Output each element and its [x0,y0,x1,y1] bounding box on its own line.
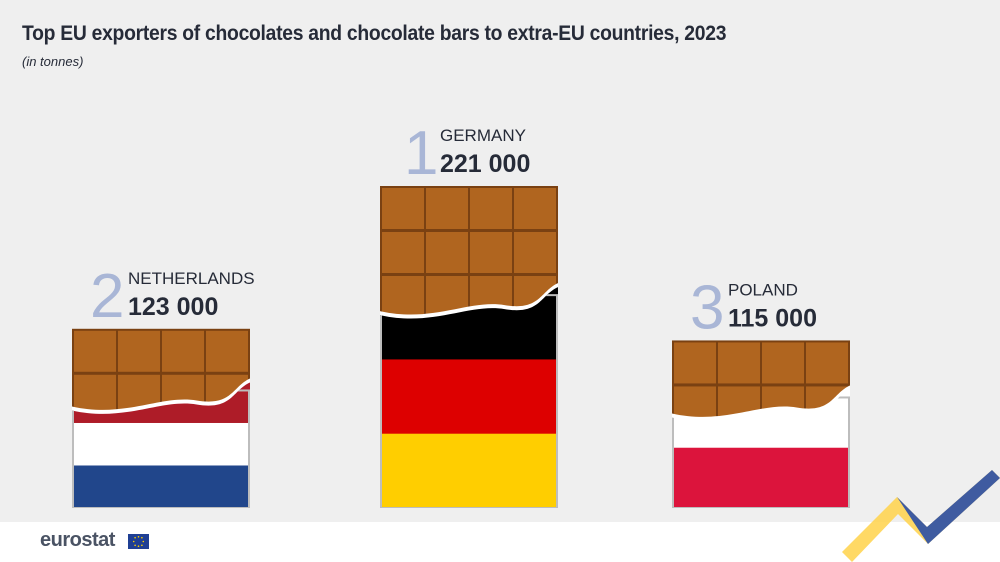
chocolate-square [426,188,468,229]
value-label: 115 000 [728,304,817,332]
flag-wrapper-germany [380,287,558,508]
chocolate-square [806,342,848,384]
chocolate-square [674,342,716,384]
country-label: GERMANY [440,126,526,145]
chocolate-square [118,330,160,372]
chart-title: Top EU exporters of chocolates and choco… [22,22,727,45]
flag-stripe [380,359,558,435]
value-label: 123 000 [128,293,218,321]
flag-stripe [672,447,850,508]
chocolate-square [382,232,424,273]
eurostat-logo: eurostat [40,529,115,551]
chocolate-square [426,232,468,273]
flag-stripe [380,433,558,508]
chocolate-square [514,188,556,229]
rank-number: 2 [90,262,124,331]
chocolate-square [762,342,804,384]
chocolate-square [206,330,248,372]
chocolate-square [162,330,204,372]
chart-subtitle: (in tonnes) [22,54,84,69]
chocolate-square [470,188,512,229]
chocolate-square [718,342,760,384]
country-label: NETHERLANDS [128,269,255,288]
chocolate-square [74,330,116,372]
decorative-swoosh [842,470,1000,562]
flag-stripe [72,465,250,508]
chocolate-square [470,232,512,273]
footer-bar [0,522,1000,562]
chocolate-square [514,232,556,273]
eu-flag-icon [128,534,149,549]
rank-number: 1 [404,119,438,188]
flag-stripe [72,422,250,467]
chocolate-square [382,276,424,317]
rank-number: 3 [690,273,724,342]
country-label: POLAND [728,280,798,299]
value-label: 221 000 [440,150,530,178]
chocolate-square [382,188,424,229]
